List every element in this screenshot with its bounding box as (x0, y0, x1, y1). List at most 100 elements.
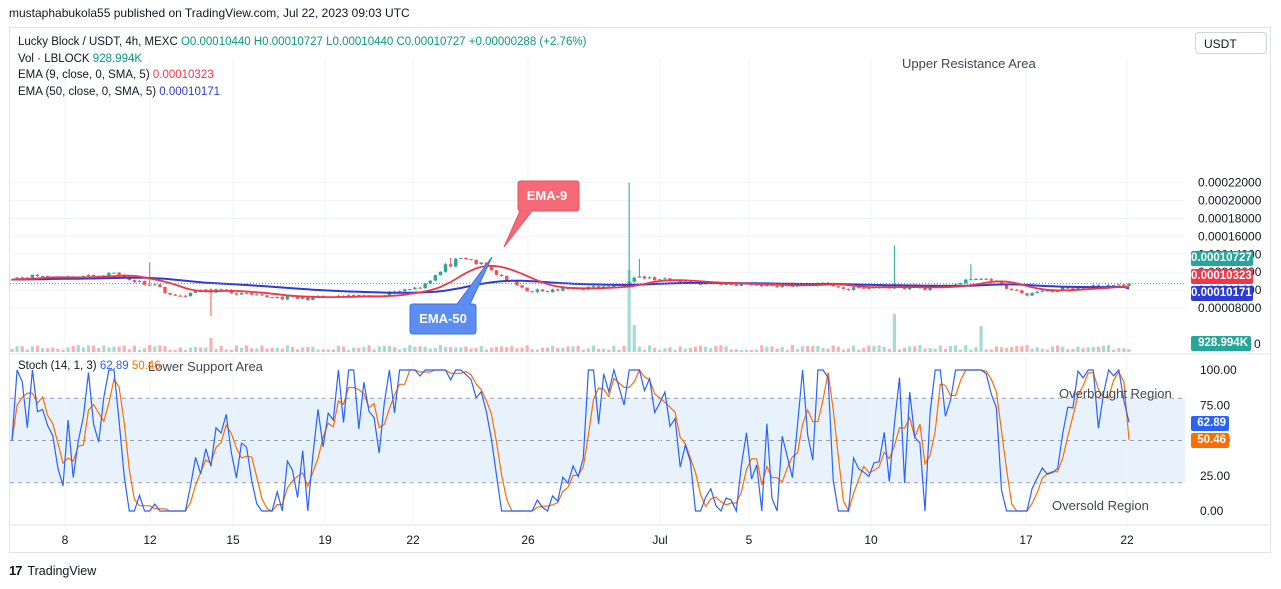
candle-body (107, 272, 111, 276)
candle-body (1040, 290, 1044, 292)
volume-bar (688, 347, 692, 352)
volume-bar (994, 346, 998, 352)
volume-bar (556, 347, 560, 352)
volume-bar (1106, 345, 1111, 352)
volume-bar (510, 346, 514, 352)
candle-body (459, 257, 463, 259)
volume-bar (775, 348, 779, 352)
ohlc-values: O0.00010440 H0.00010727 L0.00010440 C0.0… (180, 36, 587, 48)
legend-stoch-row[interactable]: Stoch (14, 1, 3) 62.89 50.46 (18, 360, 161, 372)
volume-bar (188, 347, 193, 352)
volume-bar (1117, 347, 1121, 352)
stoch-d-badge: 50.46 (1191, 433, 1229, 448)
candle-body (142, 280, 147, 285)
volume-bar (836, 346, 840, 352)
volume-bar (10, 348, 14, 352)
volume-bar (250, 348, 254, 352)
volume-bar (423, 346, 427, 352)
volume-bar (1066, 349, 1070, 352)
tradingview-logo-icon[interactable]: 17 (9, 563, 23, 578)
candle-body (724, 283, 728, 285)
candle-body (158, 284, 162, 288)
volume-bar (928, 348, 932, 352)
chart-frame (9, 27, 1271, 553)
volume-bar (183, 349, 188, 352)
candle-body (1015, 289, 1019, 291)
volume-bar (296, 349, 300, 352)
volume-bar (438, 345, 443, 352)
volume-bar (734, 349, 738, 352)
volume-bar (15, 346, 19, 352)
volume-badge: 928.994K (1191, 336, 1251, 351)
time-axis-tick: 12 (143, 533, 157, 547)
volume-bar (459, 347, 463, 352)
candle-body (515, 280, 519, 286)
volume-bar (530, 349, 534, 352)
volume-bar (765, 346, 769, 352)
volume-bar (137, 349, 142, 352)
volume-bar (500, 346, 504, 352)
footer-brand[interactable]: TradingView (27, 563, 97, 578)
candle-body (1117, 284, 1121, 286)
volume-bar (846, 348, 851, 352)
candle-body (1081, 287, 1085, 289)
volume-bar (178, 347, 182, 352)
ema9-label: EMA (9, close, 0, SMA, 5) (18, 69, 150, 81)
stoch-label: Stoch (14, 1, 3) (18, 360, 97, 372)
volume-bar (749, 349, 754, 352)
candle-body (581, 289, 585, 291)
volume-bar (632, 325, 636, 352)
candle-body (1071, 288, 1075, 290)
ema50-callout[interactable] (409, 256, 493, 335)
candle-body (958, 283, 963, 285)
candle-body (311, 297, 315, 300)
candle-body (408, 289, 412, 291)
volume-bar (714, 346, 718, 352)
stoch-d-line (11, 368, 1130, 513)
candle-body (627, 281, 631, 286)
volume-bar (362, 346, 366, 352)
candle-body (270, 297, 274, 299)
volume-bar (551, 345, 555, 352)
time-axis-tick: 22 (406, 533, 420, 547)
overbought-note: Overbought Region (1059, 386, 1172, 401)
volume-bar (851, 345, 856, 352)
candle-body (35, 274, 40, 277)
legend-ema50-row[interactable]: EMA (50, close, 0, SMA, 5) 0.00010171 (18, 86, 220, 98)
volume-bar (826, 348, 830, 352)
volume-bar (877, 345, 881, 352)
candle-body (658, 279, 662, 281)
volume-bar (132, 345, 137, 352)
volume-bar (306, 346, 310, 352)
currency-button[interactable]: USDT (1195, 32, 1267, 54)
time-axis-tick: Jul (652, 533, 667, 547)
candle-body (505, 276, 509, 281)
legend-ema9-row[interactable]: EMA (9, close, 0, SMA, 5) 0.00010323 (18, 69, 214, 81)
ema9-callout[interactable] (503, 180, 580, 248)
volume-bar (918, 345, 922, 352)
ema50-value: 0.00010171 (159, 86, 221, 98)
volume-bar (673, 349, 677, 352)
candle-body (306, 296, 310, 300)
candle-body (454, 258, 458, 267)
candle-body (989, 279, 993, 281)
volume-bar (347, 349, 351, 352)
volume-bar (943, 348, 947, 352)
legend-volume-row[interactable]: Vol · LBLOCK 928.994K (18, 53, 142, 65)
volume-bar (989, 349, 993, 352)
volume-bar (892, 314, 896, 352)
volume-bar (148, 345, 152, 352)
candle-body (540, 289, 545, 292)
candle-body (168, 292, 172, 295)
candle-body (688, 281, 693, 283)
candle-body (285, 295, 290, 300)
volume-bar (204, 347, 208, 352)
candle-body (469, 259, 473, 261)
volume-bar (913, 346, 917, 352)
symbol-title[interactable]: Lucky Block / USDT, 4h, MEXC (18, 36, 178, 48)
candle-body (1004, 285, 1009, 289)
ema9-callout-label: EMA-9 (527, 188, 567, 203)
candle-body (132, 280, 137, 282)
candle-body (923, 287, 927, 291)
candle-body (928, 286, 932, 291)
